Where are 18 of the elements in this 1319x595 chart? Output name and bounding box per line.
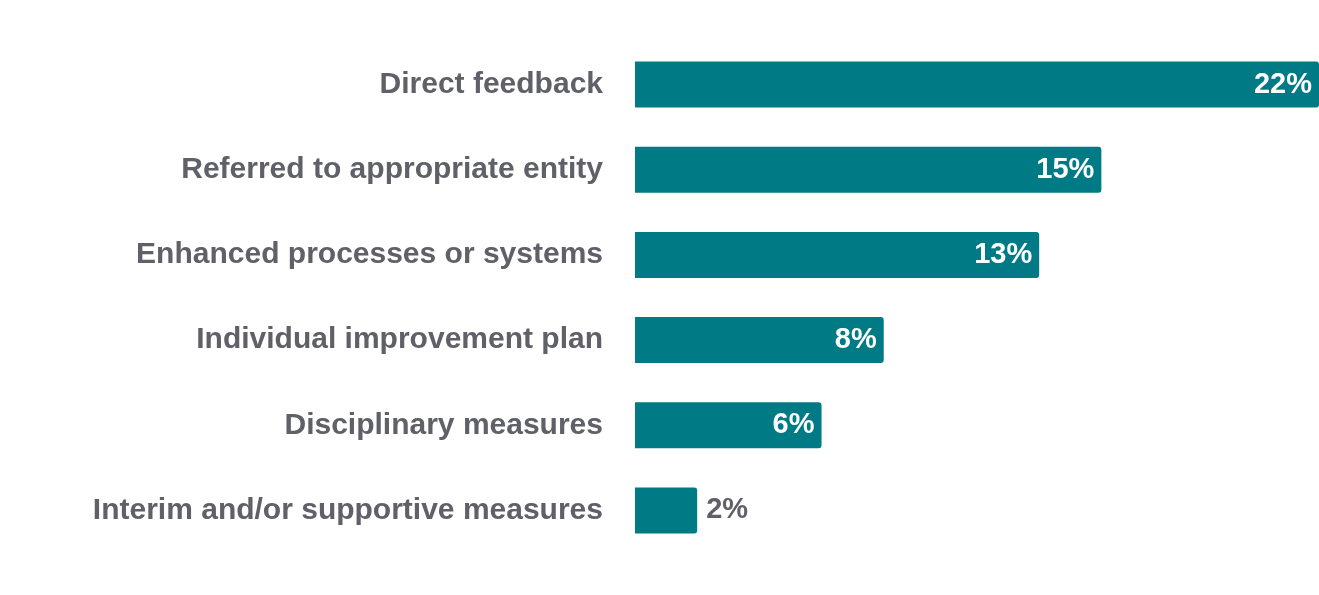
data-label: 6% <box>772 407 815 440</box>
bar <box>635 317 884 364</box>
y-tick-label: Enhanced processes or systems <box>136 236 603 270</box>
bar <box>635 402 822 449</box>
data-label: 2% <box>706 492 749 525</box>
y-tick-label: Direct feedback <box>379 65 604 99</box>
y-tick-label: Interim and/or supportive measures <box>92 491 603 525</box>
y-tick-label: Individual improvement plan <box>196 321 603 355</box>
bar <box>635 487 698 534</box>
data-label: 8% <box>834 322 877 355</box>
bar <box>635 146 1102 193</box>
data-label: 15% <box>1036 151 1095 184</box>
data-label: 22% <box>1253 66 1313 99</box>
y-tick-label: Referred to appropriate entity <box>181 151 604 185</box>
y-tick-label: Disciplinary measures <box>284 406 603 440</box>
bar <box>635 231 1040 278</box>
data-label: 13% <box>974 236 1033 269</box>
bar <box>635 61 1319 108</box>
